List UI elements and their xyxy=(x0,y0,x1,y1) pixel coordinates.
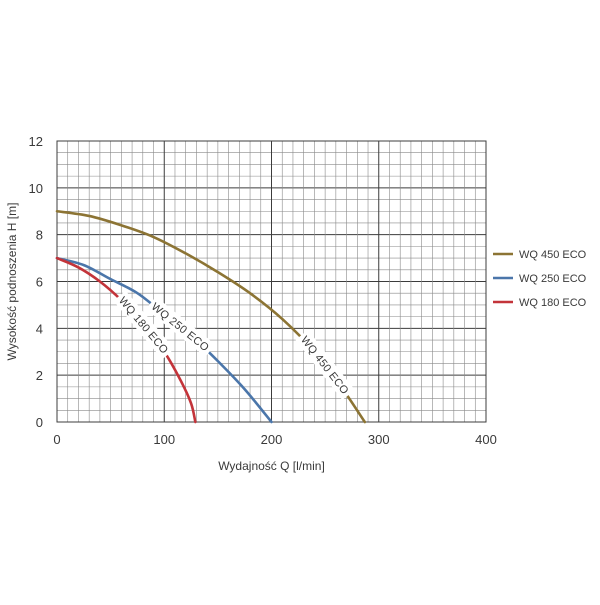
y-axis-title: Wysokość podnoszenia H [m] xyxy=(5,203,19,361)
x-axis-title: Wydajność Q [l/min] xyxy=(218,459,325,473)
legend-label: WQ 450 ECO xyxy=(519,249,587,261)
legend-item: WQ 450 ECO xyxy=(493,249,587,261)
x-tick-label: 100 xyxy=(153,432,175,447)
y-tick-label: 6 xyxy=(36,275,43,290)
legend-label: WQ 250 ECO xyxy=(519,273,587,285)
x-tick-label: 300 xyxy=(368,432,390,447)
y-tick-label: 0 xyxy=(36,415,43,430)
curve-label-background xyxy=(145,296,216,357)
y-tick-label: 8 xyxy=(36,228,43,243)
curve-label-background xyxy=(295,330,355,400)
legend-item: WQ 180 ECO xyxy=(493,297,587,309)
x-tick-label: 200 xyxy=(261,432,283,447)
y-tick-label: 4 xyxy=(36,321,43,336)
y-tick-label: 12 xyxy=(29,134,43,149)
x-tick-label: 400 xyxy=(475,432,497,447)
grid xyxy=(56,140,487,423)
y-tick-label: 2 xyxy=(36,368,43,383)
tick-labels: 0 100 200 300 400 0 2 4 6 8 10 12 xyxy=(29,134,497,447)
legend-label: WQ 180 ECO xyxy=(519,297,587,309)
curve-label-background xyxy=(113,290,175,360)
legend-item: WQ 250 ECO xyxy=(493,273,587,285)
legend: WQ 450 ECO WQ 250 ECO WQ 180 ECO xyxy=(493,249,587,309)
curve-label-group: WQ 180 ECO xyxy=(113,290,175,360)
x-tick-label: 0 xyxy=(53,432,60,447)
curve-label: WQ 450 ECO xyxy=(298,334,351,397)
y-tick-label: 10 xyxy=(29,181,43,196)
